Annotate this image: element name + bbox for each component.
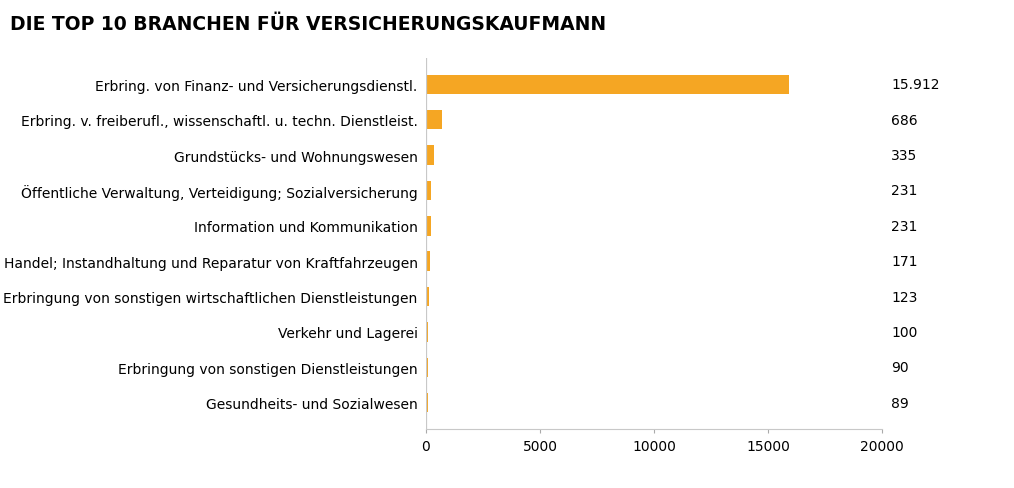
Text: DIE TOP 10 BRANCHEN FÜR VERSICHERUNGSKAUFMANN: DIE TOP 10 BRANCHEN FÜR VERSICHERUNGSKAU… <box>10 15 606 34</box>
Text: 89: 89 <box>891 396 910 410</box>
Text: 171: 171 <box>891 255 918 268</box>
Bar <box>426 76 789 95</box>
Bar <box>426 323 428 342</box>
Bar <box>426 252 430 271</box>
Text: 231: 231 <box>891 184 918 198</box>
Text: 100: 100 <box>891 325 918 339</box>
Text: 15.912: 15.912 <box>891 78 940 92</box>
Text: 90: 90 <box>891 361 909 375</box>
Bar <box>426 217 431 236</box>
Bar <box>426 182 431 201</box>
Bar <box>426 358 428 377</box>
Text: 231: 231 <box>891 220 918 233</box>
Bar <box>426 111 441 130</box>
Text: 335: 335 <box>891 149 918 163</box>
Bar <box>426 287 429 306</box>
Bar <box>426 393 428 412</box>
Text: 123: 123 <box>891 290 918 304</box>
Text: 686: 686 <box>891 113 918 127</box>
Bar <box>426 146 434 165</box>
